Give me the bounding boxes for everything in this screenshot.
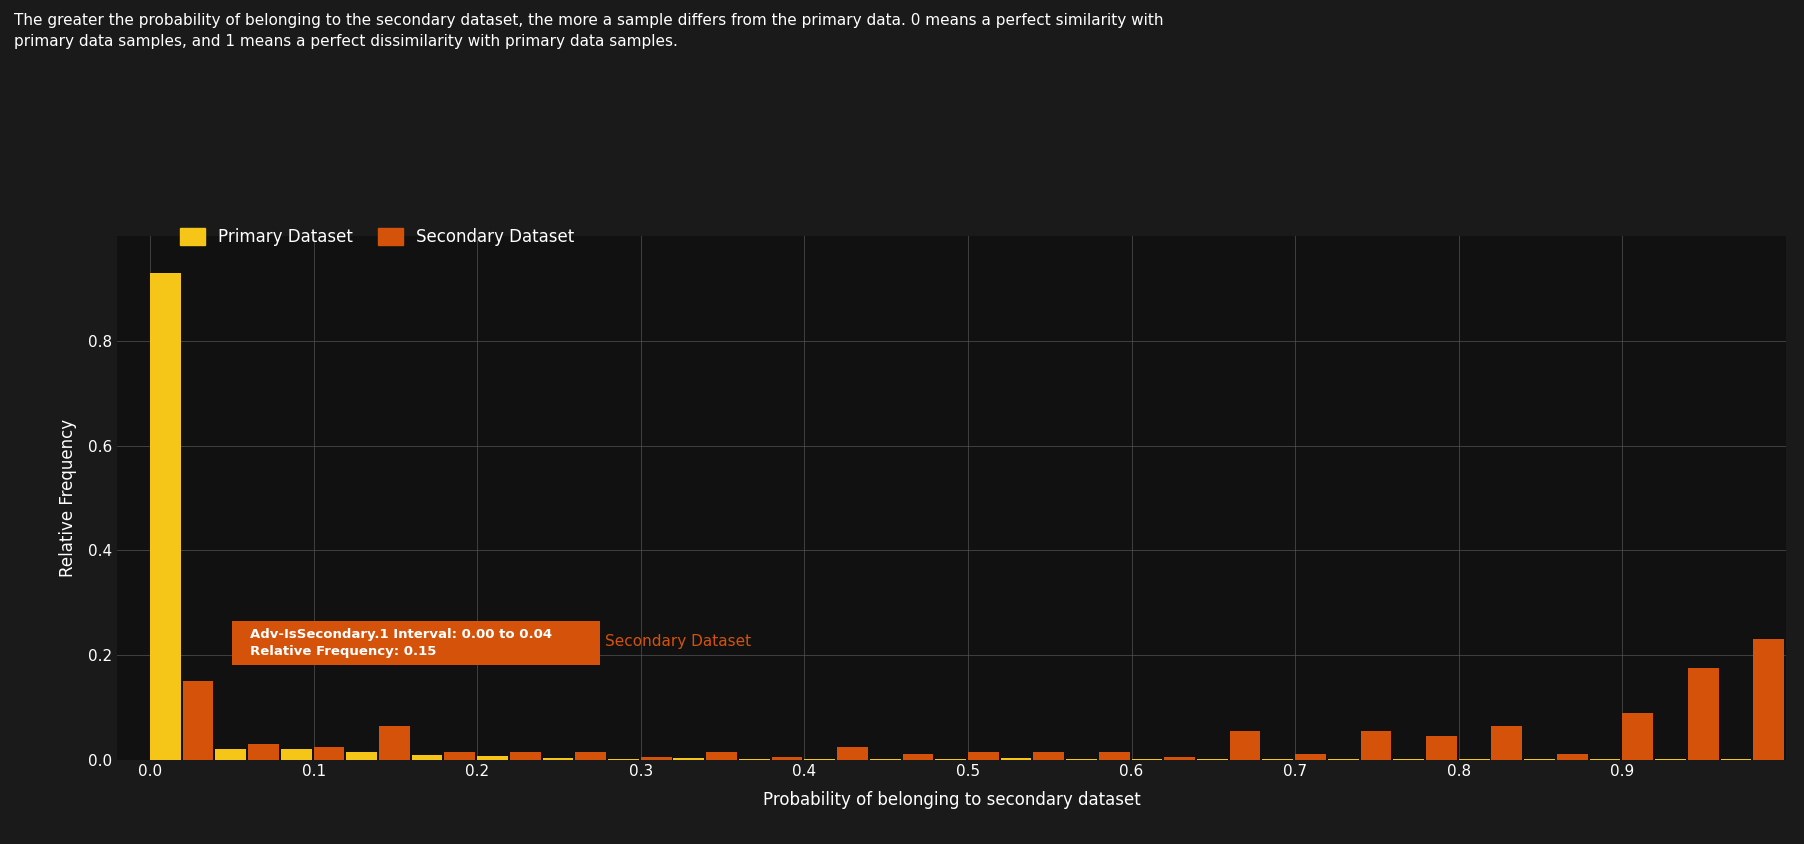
Bar — [411, 755, 442, 760]
Bar — [902, 755, 933, 760]
Bar — [1492, 726, 1523, 760]
Bar — [1034, 752, 1064, 760]
Bar — [150, 273, 180, 760]
Bar — [870, 759, 900, 760]
X-axis label: Probability of belonging to secondary dataset: Probability of belonging to secondary da… — [763, 791, 1140, 809]
Bar — [1099, 752, 1129, 760]
Bar — [934, 759, 965, 760]
Bar — [608, 759, 639, 760]
Bar — [640, 757, 671, 760]
Bar — [215, 749, 245, 760]
Bar — [249, 744, 280, 760]
Bar — [1164, 757, 1194, 760]
Bar — [740, 759, 770, 760]
Bar — [805, 759, 835, 760]
Bar — [1622, 712, 1652, 760]
Bar — [1295, 755, 1326, 760]
Bar — [478, 756, 509, 760]
Text: Adv-IsSecondary.1 Interval: 0.00 to 0.04: Adv-IsSecondary.1 Interval: 0.00 to 0.04 — [249, 628, 552, 641]
Bar — [1230, 731, 1261, 760]
Bar — [837, 746, 868, 760]
Bar — [379, 726, 410, 760]
Bar — [1001, 758, 1032, 760]
Bar — [1753, 639, 1784, 760]
Legend: Primary Dataset, Secondary Dataset: Primary Dataset, Secondary Dataset — [180, 228, 574, 246]
Bar — [444, 752, 474, 760]
Bar — [1557, 755, 1588, 760]
Y-axis label: Relative Frequency: Relative Frequency — [60, 419, 78, 577]
Bar — [969, 752, 999, 760]
Bar — [543, 758, 574, 760]
Text: Relative Frequency: 0.15: Relative Frequency: 0.15 — [249, 645, 437, 657]
Bar — [705, 752, 738, 760]
Bar — [1360, 731, 1391, 760]
Text: Secondary Dataset: Secondary Dataset — [604, 634, 750, 649]
FancyBboxPatch shape — [231, 621, 601, 665]
Text: The greater the probability of belonging to the secondary dataset, the more a sa: The greater the probability of belonging… — [14, 13, 1164, 49]
Bar — [1425, 736, 1458, 760]
Bar — [182, 681, 213, 760]
Bar — [575, 752, 606, 760]
Bar — [511, 752, 541, 760]
Bar — [1689, 668, 1719, 760]
Bar — [281, 749, 312, 760]
Bar — [314, 746, 345, 760]
Bar — [673, 758, 704, 760]
Bar — [346, 752, 377, 760]
Bar — [772, 757, 803, 760]
